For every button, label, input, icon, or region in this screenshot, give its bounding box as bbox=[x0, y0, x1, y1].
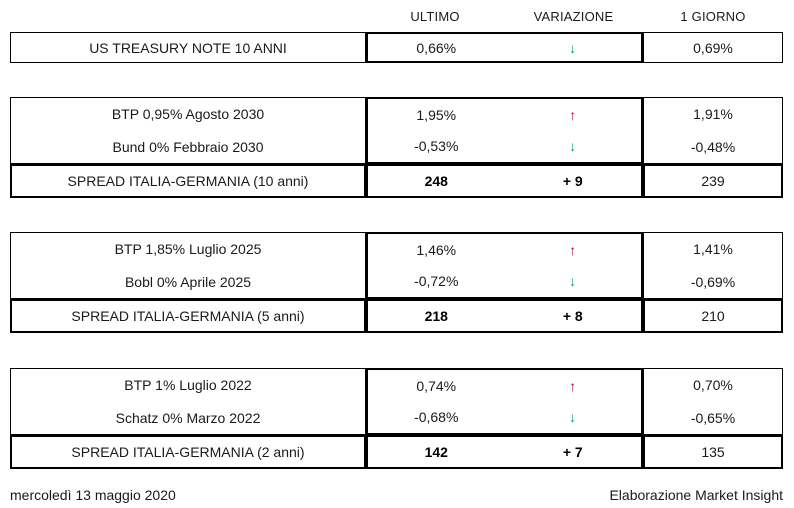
down-arrow-icon: ↓ bbox=[569, 409, 577, 426]
column-header-variazione: VARIAZIONE bbox=[533, 8, 614, 24]
down-arrow-icon: ↓ bbox=[569, 39, 577, 56]
label-box: BTP 1,85% Luglio 2025 Bobl 0% Aprile 202… bbox=[10, 232, 366, 299]
spread-label: SPREAD ITALIA-GERMANIA (10 anni) bbox=[67, 173, 309, 189]
up-arrow-icon: ↑ bbox=[569, 106, 577, 123]
giorno-value: -0,65% bbox=[690, 409, 736, 426]
ultimo-value: 1,46% bbox=[416, 241, 457, 258]
spread-value: 218 bbox=[424, 308, 448, 324]
spread-giorno-box: 210 bbox=[643, 299, 783, 333]
ultimo-value: 0,66% bbox=[416, 39, 457, 56]
spread-label: SPREAD ITALIA-GERMANIA (2 anni) bbox=[71, 444, 305, 460]
giorno-value: 0,69% bbox=[693, 39, 733, 56]
label-box: US TREASURY NOTE 10 ANNI bbox=[10, 32, 366, 63]
giorno-value: 1,41% bbox=[693, 241, 733, 258]
up-arrow-icon: ↑ bbox=[569, 377, 577, 394]
ultimo-value: -0,72% bbox=[414, 273, 459, 290]
ultimo-value: -0,53% bbox=[414, 138, 459, 155]
up-arrow-icon: ↑ bbox=[569, 241, 577, 258]
footer: mercoledì 13 maggio 2020 Elaborazione Ma… bbox=[10, 487, 783, 503]
column-header-1giorno: 1 GIORNO bbox=[680, 8, 746, 24]
spread-change: + 9 bbox=[562, 173, 583, 189]
giorno-value: -0,69% bbox=[690, 273, 736, 290]
giorno-box: 0,69% bbox=[643, 32, 783, 63]
ultimo-value: 0,74% bbox=[416, 377, 457, 394]
block-2y-data: BTP 1% Luglio 2022 Schatz 0% Marzo 2022 … bbox=[10, 368, 783, 435]
bond-name: Schatz 0% Marzo 2022 bbox=[115, 409, 261, 426]
spread-giorno-box: 239 bbox=[643, 164, 783, 198]
footer-date: mercoledì 13 maggio 2020 bbox=[10, 487, 176, 503]
value-row: 142 + 7 bbox=[368, 437, 641, 467]
giorno-value: 0,70% bbox=[693, 377, 733, 394]
down-arrow-icon: ↓ bbox=[569, 138, 577, 155]
value-row: 218 + 8 bbox=[368, 301, 641, 331]
bond-name: Bund 0% Febbraio 2030 bbox=[112, 138, 264, 155]
bond-name: Bobl 0% Aprile 2025 bbox=[124, 273, 252, 290]
block-10y-data: BTP 0,95% Agosto 2030 Bund 0% Febbraio 2… bbox=[10, 97, 783, 164]
spread-row-2y: SPREAD ITALIA-GERMANIA (2 anni) 142 + 7 … bbox=[10, 435, 783, 469]
value-row: 248 + 9 bbox=[368, 166, 641, 196]
value-row: -0,53% ↓ bbox=[368, 131, 641, 163]
label-box: BTP 1% Luglio 2022 Schatz 0% Marzo 2022 bbox=[10, 368, 366, 435]
spread-ultimo-variazione-box: 218 + 8 bbox=[366, 299, 643, 333]
ultimo-variazione-box: 1,95% ↑ -0,53% ↓ bbox=[366, 97, 643, 164]
spread-value: 248 bbox=[424, 173, 448, 189]
footer-source: Elaborazione Market Insight bbox=[609, 487, 783, 503]
spread-label-box: SPREAD ITALIA-GERMANIA (10 anni) bbox=[10, 164, 366, 198]
value-row: 0,66% ↓ bbox=[368, 34, 641, 61]
spread-label-box: SPREAD ITALIA-GERMANIA (5 anni) bbox=[10, 299, 366, 333]
spread-change: + 7 bbox=[562, 444, 583, 460]
giorno-value: 210 bbox=[701, 308, 725, 324]
giorno-value: 135 bbox=[701, 444, 725, 460]
spread-row-5y: SPREAD ITALIA-GERMANIA (5 anni) 218 + 8 … bbox=[10, 299, 783, 333]
bond-name: BTP 1,85% Luglio 2025 bbox=[114, 241, 262, 258]
value-row: 1,95% ↑ bbox=[368, 99, 641, 131]
giorno-box: 1,91% -0,48% bbox=[643, 97, 783, 164]
spread-ultimo-variazione-box: 248 + 9 bbox=[366, 164, 643, 198]
spread-row-10y: SPREAD ITALIA-GERMANIA (10 anni) 248 + 9… bbox=[10, 164, 783, 198]
down-arrow-icon: ↓ bbox=[569, 273, 577, 290]
spread-label: SPREAD ITALIA-GERMANIA (5 anni) bbox=[71, 308, 305, 324]
ultimo-variazione-box: 0,74% ↑ -0,68% ↓ bbox=[366, 368, 643, 435]
bond-name: BTP 0,95% Agosto 2030 bbox=[111, 106, 265, 123]
column-header-ultimo: ULTIMO bbox=[410, 8, 460, 24]
giorno-value: -0,48% bbox=[690, 138, 736, 155]
spread-change: + 8 bbox=[562, 308, 583, 324]
header-spacer bbox=[10, 8, 366, 24]
spread-value: 142 bbox=[424, 444, 448, 460]
label-box: BTP 0,95% Agosto 2030 Bund 0% Febbraio 2… bbox=[10, 97, 366, 164]
bond-name: US TREASURY NOTE 10 ANNI bbox=[89, 39, 287, 56]
value-row: -0,72% ↓ bbox=[368, 266, 641, 298]
value-row: -0,68% ↓ bbox=[368, 402, 641, 434]
table-header: ULTIMO VARIAZIONE 1 GIORNO bbox=[10, 0, 783, 24]
block-5y-data: BTP 1,85% Luglio 2025 Bobl 0% Aprile 202… bbox=[10, 232, 783, 299]
block-us-treasury: US TREASURY NOTE 10 ANNI 0,66% ↓ 0,69% bbox=[10, 32, 783, 63]
ultimo-value: -0,68% bbox=[414, 409, 459, 426]
giorno-box: 1,41% -0,69% bbox=[643, 232, 783, 299]
ultimo-variazione-box: 1,46% ↑ -0,72% ↓ bbox=[366, 232, 643, 299]
giorno-value: 1,91% bbox=[693, 106, 733, 123]
spread-label-box: SPREAD ITALIA-GERMANIA (2 anni) bbox=[10, 435, 366, 469]
ultimo-variazione-box: 0,66% ↓ bbox=[366, 32, 643, 63]
giorno-value: 239 bbox=[701, 173, 725, 189]
spread-giorno-box: 135 bbox=[643, 435, 783, 469]
bond-name: BTP 1% Luglio 2022 bbox=[124, 377, 252, 394]
value-row: 1,46% ↑ bbox=[368, 234, 641, 266]
ultimo-value: 1,95% bbox=[416, 106, 457, 123]
spread-ultimo-variazione-box: 142 + 7 bbox=[366, 435, 643, 469]
giorno-box: 0,70% -0,65% bbox=[643, 368, 783, 435]
value-row: 0,74% ↑ bbox=[368, 370, 641, 402]
